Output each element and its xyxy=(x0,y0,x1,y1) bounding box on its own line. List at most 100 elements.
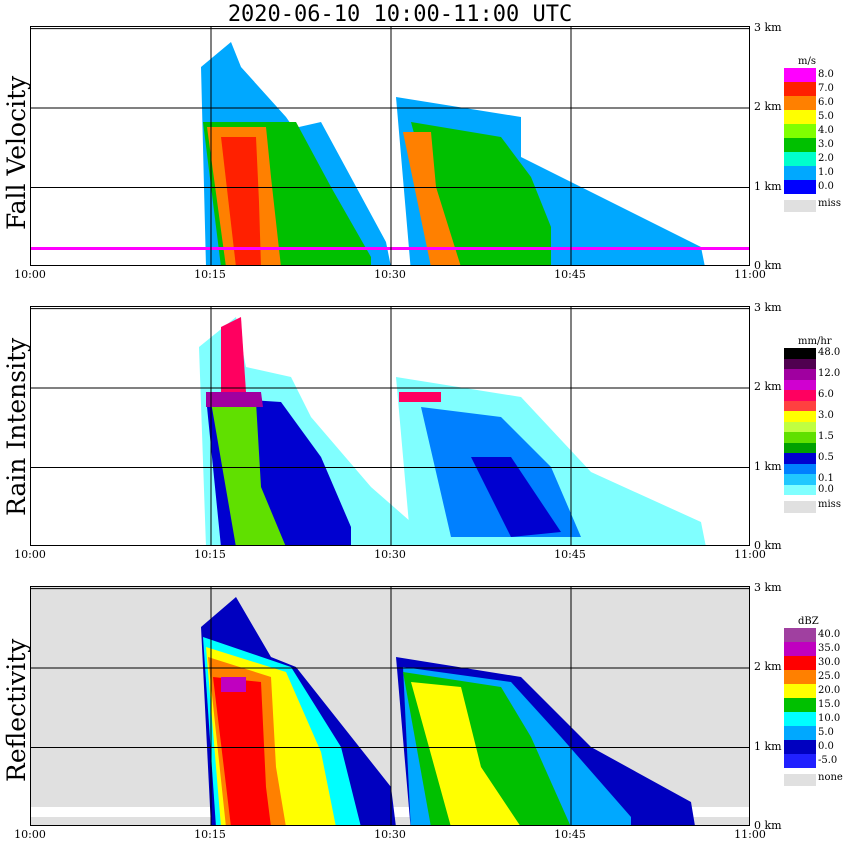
echo-region-7 xyxy=(221,677,246,692)
legend-label: 1.5 xyxy=(818,431,834,443)
legend-swatch xyxy=(784,432,816,443)
x-tick-label: 11:00 xyxy=(734,268,766,281)
legend-unit: dBZ xyxy=(798,616,819,627)
legend-label: 5.0 xyxy=(818,111,834,122)
echo-region-5 xyxy=(221,317,246,392)
legend-swatch xyxy=(784,453,816,464)
legend-label: 0.1 xyxy=(818,473,834,485)
echo-region-6 xyxy=(213,677,271,825)
x-tick-label: 10:45 xyxy=(554,548,586,561)
legend-label: 0.0 xyxy=(818,181,834,192)
legend-swatch xyxy=(784,358,816,369)
y-tick-label: 3 km xyxy=(754,300,782,314)
legend-label: 35.0 xyxy=(818,643,841,654)
legend-swatch xyxy=(784,68,816,82)
y-tick-label: 3 km xyxy=(754,20,782,34)
legend-label: 6.0 xyxy=(818,389,834,401)
legend-label: 2.0 xyxy=(818,153,834,164)
x-tick-label: 10:15 xyxy=(194,268,226,281)
x-tick-label: 10:00 xyxy=(14,548,46,561)
legend-swatch xyxy=(784,82,816,96)
legend-label: -5.0 xyxy=(818,755,838,766)
legend-swatch xyxy=(784,390,816,401)
echo-region-4 xyxy=(221,137,261,265)
legend-label: 0.5 xyxy=(818,452,834,464)
legend-label: 3.0 xyxy=(818,410,834,422)
x-tick-label: 10:30 xyxy=(374,268,406,281)
legend-swatch xyxy=(784,411,816,422)
y-tick-label: 2 km xyxy=(754,100,782,114)
plot-rain-intensity xyxy=(31,307,749,545)
y-tick-label: 2 km xyxy=(754,660,782,674)
y-tick-label: 0 km xyxy=(754,819,782,832)
panel-reflectivity xyxy=(30,586,750,826)
x-tick-label: 10:45 xyxy=(554,268,586,281)
legend-swatch xyxy=(784,754,816,768)
ylabel-fall-velocity: Fall Velocity xyxy=(2,75,31,230)
y-tick-label: 1 km xyxy=(754,459,782,473)
legend-label: 0.0 xyxy=(818,741,834,752)
legend-label: 7.0 xyxy=(818,83,834,94)
ylabel-reflectivity: Reflectivity xyxy=(2,638,31,782)
legend-label: 1.0 xyxy=(818,167,834,178)
legend-swatch xyxy=(784,379,816,390)
legend-missing-swatch xyxy=(784,200,816,212)
echo-region-9 xyxy=(399,392,441,402)
legend-label: 20.0 xyxy=(818,685,841,696)
legend-swatch xyxy=(784,180,816,194)
legend-swatch xyxy=(784,166,816,180)
legend-label: 6.0 xyxy=(818,97,834,108)
chart-title: 2020-06-10 10:00-11:00 UTC xyxy=(227,2,573,27)
legend-label: 0.0 xyxy=(818,483,834,495)
legend-swatch xyxy=(784,628,816,642)
legend-label: 12.0 xyxy=(818,368,841,380)
x-tick-label: 11:00 xyxy=(734,548,766,561)
legend-swatch xyxy=(784,110,816,124)
x-tick-label: 10:45 xyxy=(554,828,586,841)
legend-missing-label: miss xyxy=(818,198,841,209)
x-tick-label: 11:00 xyxy=(734,828,766,841)
x-tick-label: 10:15 xyxy=(194,548,226,561)
legend-swatch xyxy=(784,656,816,670)
legend-swatch xyxy=(784,442,816,453)
x-tick-label: 10:30 xyxy=(374,828,406,841)
legend-missing-swatch xyxy=(784,501,816,513)
legend-missing-label: none xyxy=(818,772,843,783)
legend-label: 25.0 xyxy=(818,671,841,682)
legend-label: 3.0 xyxy=(818,139,834,150)
legend-label: 30.0 xyxy=(818,657,841,668)
panel-fall-velocity xyxy=(30,26,750,266)
legend-swatch xyxy=(784,369,816,380)
echo-region-8 xyxy=(471,457,561,537)
legend-swatch xyxy=(784,348,816,359)
legend-label: 4.0 xyxy=(818,125,834,136)
ylabel-rain-intensity: Rain Intensity xyxy=(2,337,31,516)
legend-swatch xyxy=(784,712,816,726)
legend-label: 40.0 xyxy=(818,629,841,640)
legend-swatch xyxy=(784,642,816,656)
legend-unit: mm/hr xyxy=(798,336,832,347)
legend-swatch xyxy=(784,670,816,684)
echo-region-3 xyxy=(211,402,286,545)
legend-swatch xyxy=(784,684,816,698)
y-tick-label: 1 km xyxy=(754,179,782,193)
x-tick-label: 10:00 xyxy=(14,828,46,841)
plot-reflectivity xyxy=(31,587,749,825)
legend-swatch xyxy=(784,152,816,166)
legend-swatch xyxy=(784,124,816,138)
legend-swatch xyxy=(784,740,816,754)
y-tick-label: 0 km xyxy=(754,539,782,552)
legend-swatch xyxy=(784,463,816,474)
y-tick-label: 0 km xyxy=(754,259,782,272)
legend-swatch xyxy=(784,484,816,495)
legend-swatch xyxy=(784,400,816,411)
legend-unit: m/s xyxy=(798,56,816,67)
legend-label: 10.0 xyxy=(818,713,841,724)
x-tick-label: 10:00 xyxy=(14,268,46,281)
legend-swatch xyxy=(784,421,816,432)
legend-label: 5.0 xyxy=(818,727,834,738)
echo-region-11 xyxy=(411,682,520,825)
legend-swatch xyxy=(784,96,816,110)
panel-rain-intensity xyxy=(30,306,750,546)
legend-swatch xyxy=(784,726,816,740)
